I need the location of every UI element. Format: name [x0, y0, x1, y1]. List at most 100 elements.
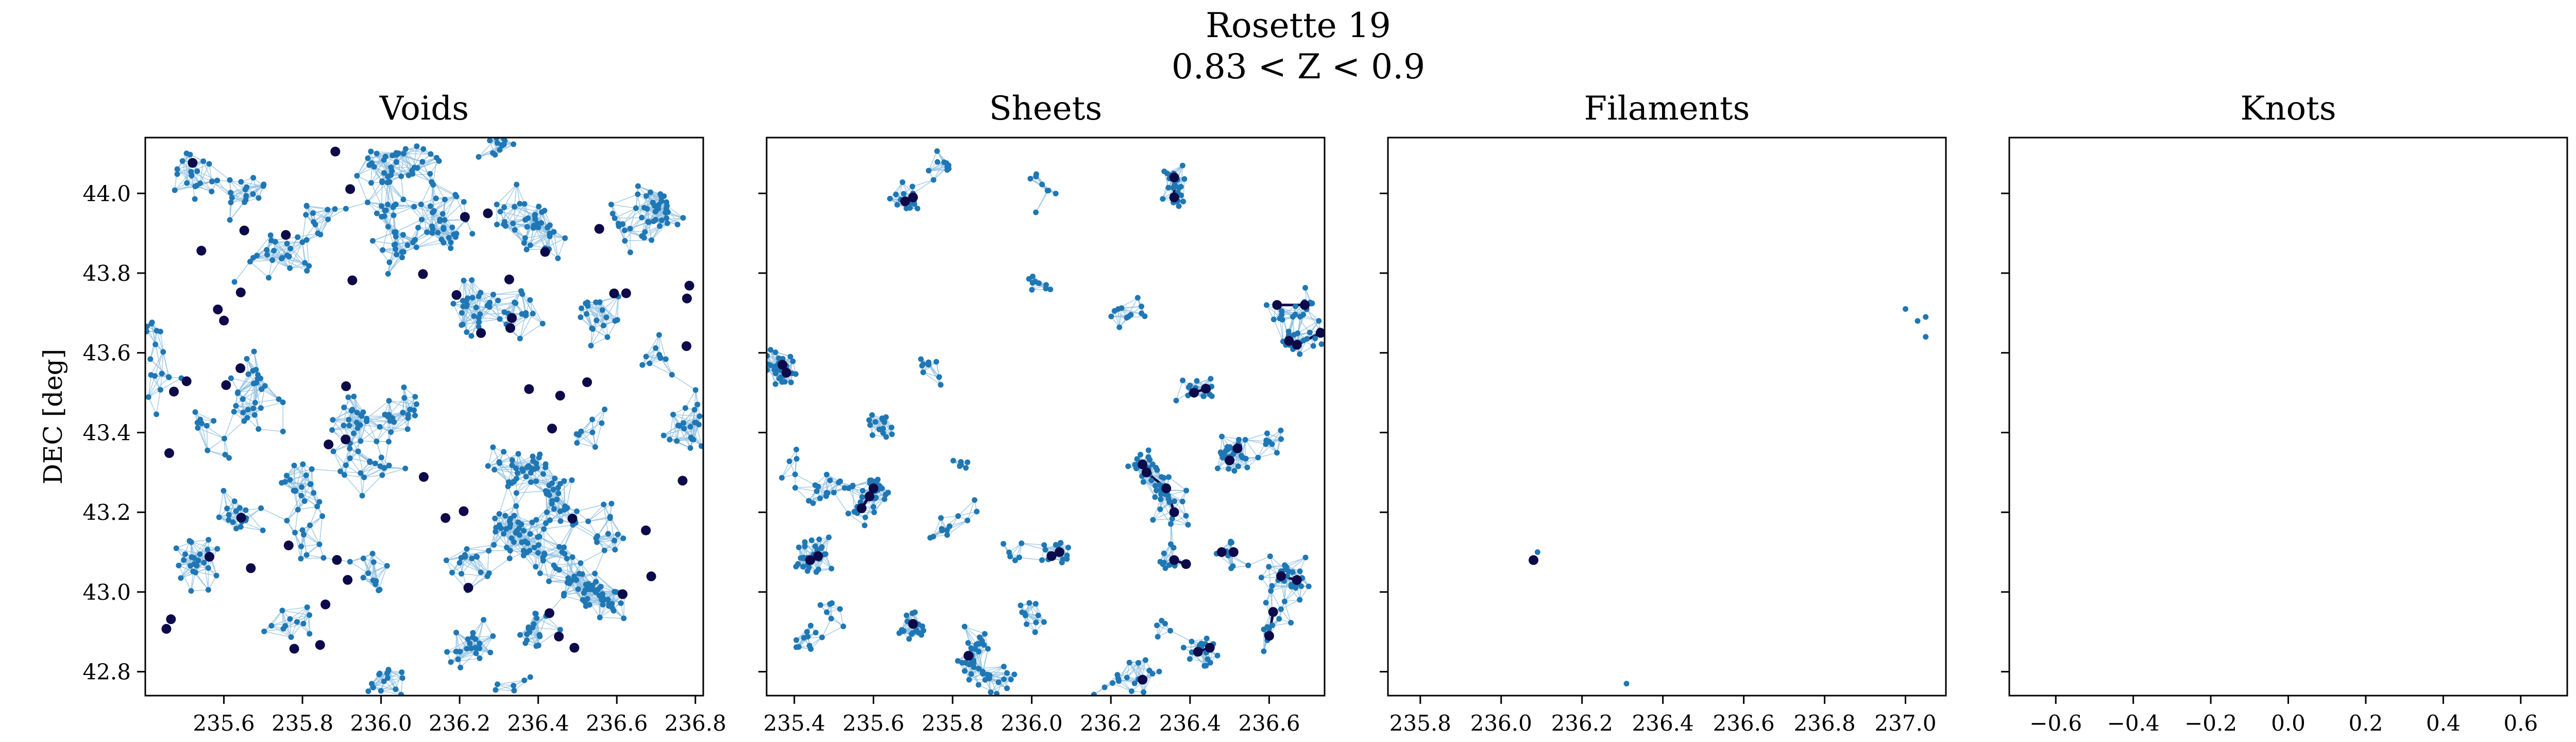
network-edge: [499, 514, 512, 538]
y-tick-label: 43.6: [82, 341, 131, 366]
data-point: [191, 561, 197, 567]
network-edge: [420, 181, 432, 205]
network-edge: [669, 414, 674, 440]
network-edge: [230, 378, 244, 399]
data-point: [325, 216, 331, 223]
data-point: [559, 549, 565, 555]
network-edge: [519, 323, 543, 339]
data-point: [524, 637, 530, 644]
network-edge: [191, 539, 209, 558]
data-point: [231, 498, 238, 504]
network-edge: [516, 184, 525, 205]
data-point: [228, 199, 234, 206]
data-point: [642, 229, 648, 235]
network-edge: [604, 538, 624, 551]
network-edge: [572, 524, 597, 539]
data-point: [400, 150, 406, 157]
network-edge: [503, 184, 517, 208]
data-point: [561, 478, 567, 484]
data-point: [269, 257, 276, 263]
data-point: [174, 171, 180, 177]
highlight-point: [164, 448, 174, 458]
network-edge: [367, 158, 391, 168]
data-point: [376, 587, 382, 594]
network-edge: [1284, 586, 1302, 602]
data-point: [381, 678, 387, 684]
data-point: [370, 559, 377, 565]
highlight-point: [641, 525, 651, 535]
network-edge: [199, 161, 204, 183]
data-point: [641, 205, 647, 211]
data-point: [194, 168, 200, 174]
network-edge: [459, 562, 481, 573]
network-edge: [446, 560, 462, 575]
data-point: [354, 173, 360, 179]
data-point: [399, 255, 405, 261]
data-point: [517, 632, 523, 638]
network-edge: [592, 409, 605, 433]
network-edge: [466, 544, 494, 550]
data-point: [414, 401, 420, 407]
data-point: [221, 487, 227, 494]
network-edge: [514, 215, 535, 230]
data-point: [341, 423, 347, 429]
data-point: [431, 208, 437, 214]
network-edge: [667, 205, 684, 218]
data-point: [151, 373, 158, 379]
data-point: [476, 324, 482, 330]
data-point: [656, 223, 663, 229]
data-point: [386, 398, 392, 404]
network-edge: [191, 163, 210, 173]
data-point: [245, 407, 251, 413]
network-edge: [505, 203, 520, 226]
highlight-point: [320, 599, 331, 610]
data-point: [517, 335, 523, 342]
network-edge: [1276, 430, 1281, 453]
data-point: [391, 212, 397, 218]
data-point: [393, 686, 399, 693]
data-point: [497, 209, 503, 215]
network-edge: [590, 325, 604, 346]
network-edge: [477, 556, 489, 574]
highlight-point: [459, 506, 469, 516]
network-edge: [488, 558, 510, 574]
data-point: [300, 461, 306, 467]
data-point: [301, 498, 308, 504]
network-edge: [796, 625, 811, 640]
network-edge: [271, 625, 292, 638]
network-edge: [382, 176, 401, 182]
data-point: [621, 615, 627, 621]
network-edge: [1182, 179, 1185, 202]
highlight-point: [213, 305, 223, 315]
data-point: [646, 219, 652, 225]
data-point: [300, 620, 307, 627]
data-point: [578, 428, 584, 434]
network-edge: [499, 486, 509, 514]
network-edge: [191, 542, 217, 549]
data-point: [578, 560, 584, 566]
data-point: [347, 559, 353, 565]
data-point: [485, 463, 491, 469]
data-point: [449, 569, 455, 576]
network-edge: [350, 458, 370, 463]
data-point: [618, 600, 624, 606]
data-point: [308, 481, 314, 487]
data-point: [504, 545, 510, 551]
data-point: [647, 360, 653, 366]
network-edge: [362, 477, 365, 496]
highlight-point: [524, 384, 534, 394]
network-edge: [258, 428, 283, 432]
highlight-point: [343, 575, 353, 585]
network-edge: [282, 606, 308, 611]
data-point: [647, 189, 653, 195]
data-point: [415, 225, 421, 231]
data-point: [303, 552, 310, 558]
network-edge: [182, 161, 188, 183]
data-point: [537, 570, 543, 577]
network-edge: [382, 468, 406, 476]
network-edge: [235, 406, 245, 421]
data-point: [411, 164, 417, 171]
data-point: [533, 461, 539, 467]
data-point: [449, 224, 455, 230]
data-point: [486, 548, 492, 554]
